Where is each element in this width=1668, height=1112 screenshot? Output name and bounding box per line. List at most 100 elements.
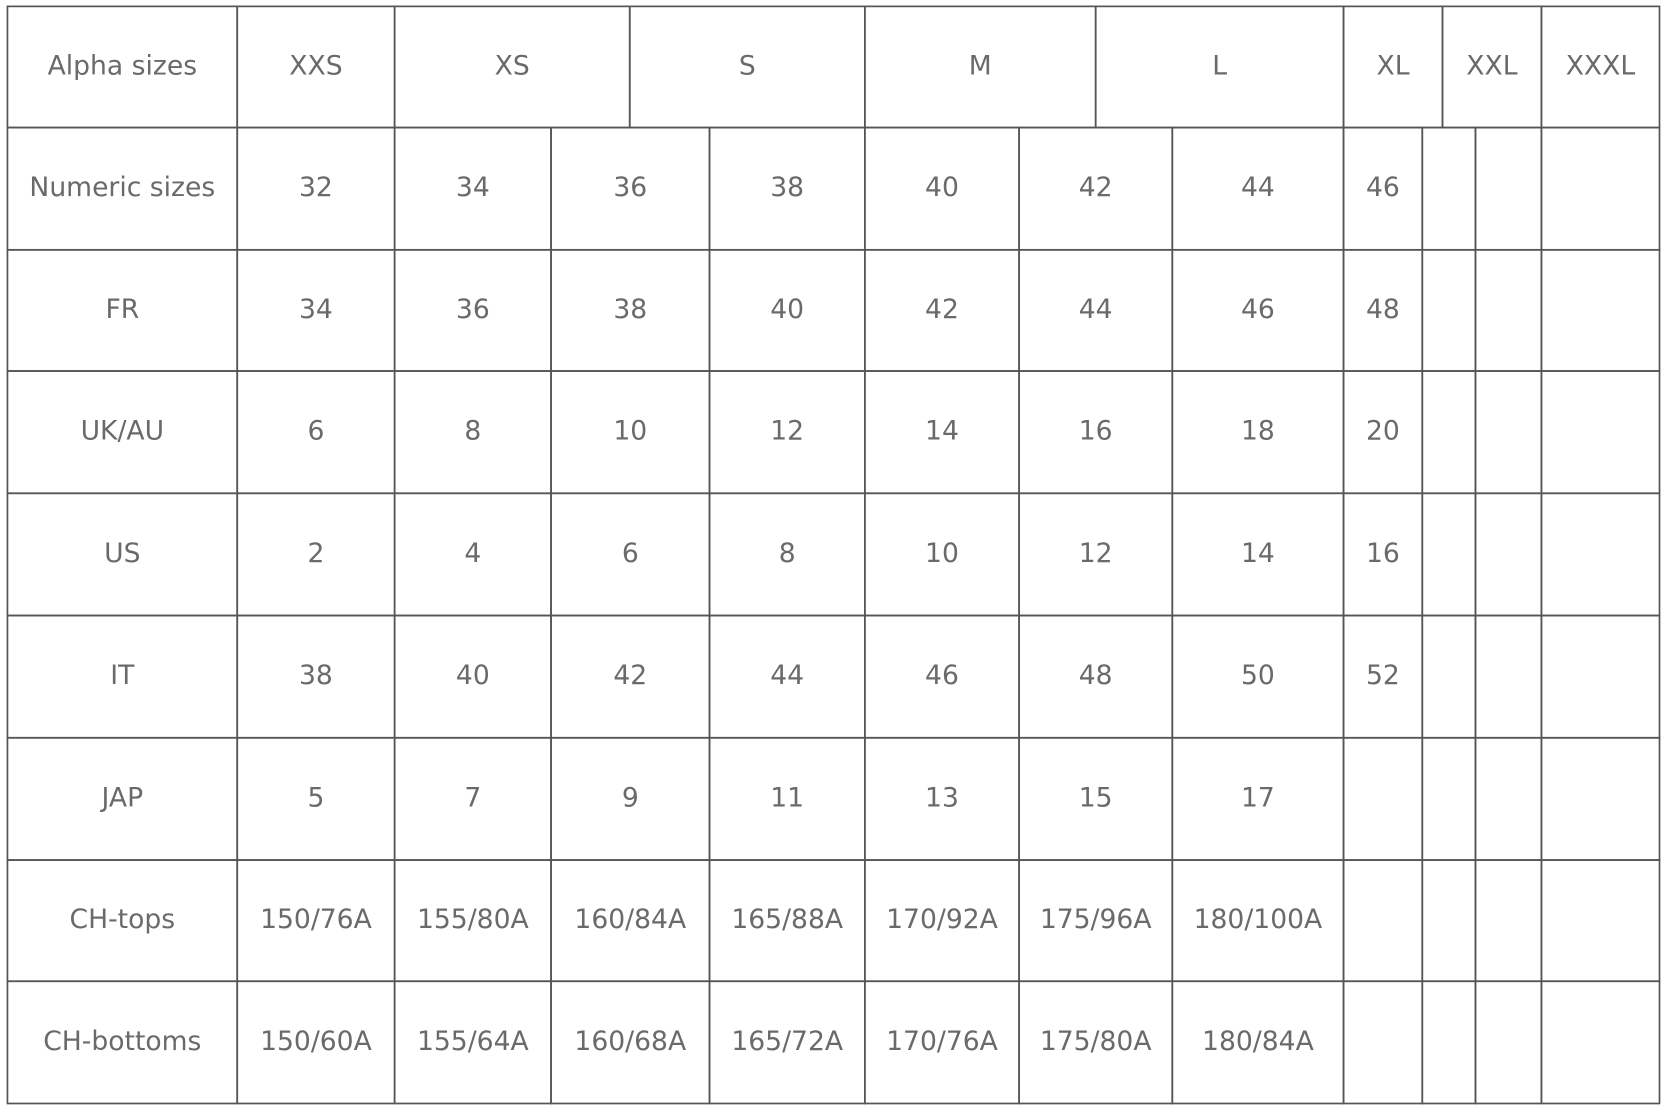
size-value: 44 [1079, 294, 1113, 325]
size-value: 42 [1079, 172, 1113, 203]
row-label: Numeric sizes [29, 172, 215, 203]
size-value: 40 [456, 660, 490, 691]
table-cell [1540, 980, 1661, 1105]
table-cell [1474, 126, 1543, 251]
size-value: 165/72A [731, 1026, 843, 1057]
row-label: UK/AU [81, 416, 165, 447]
size-value: 32 [299, 172, 333, 203]
table-cell [1421, 736, 1477, 861]
size-value: 46 [1366, 172, 1400, 203]
size-value: 8 [464, 416, 481, 447]
table-cell [1540, 736, 1661, 861]
size-value: 16 [1079, 416, 1113, 447]
size-value: 155/80A [417, 904, 529, 935]
size-value: 40 [770, 294, 804, 325]
size-value: 2 [307, 538, 324, 569]
alpha-size: XS [495, 50, 530, 81]
size-value: 150/76A [260, 904, 372, 935]
table-cell [1540, 859, 1661, 983]
table-cell [1421, 492, 1477, 617]
table-cell [1421, 126, 1477, 251]
size-value: 10 [925, 538, 959, 569]
table-cell [1474, 614, 1543, 739]
table-cell [1421, 370, 1477, 495]
size-value: 46 [925, 660, 959, 691]
alpha-size: XXS [289, 50, 342, 81]
table-cell [1474, 492, 1543, 617]
table-cell [1474, 248, 1543, 372]
size-value: 7 [464, 782, 481, 813]
size-value: 170/76A [886, 1026, 998, 1057]
size-value: 15 [1079, 782, 1113, 813]
size-value: 42 [925, 294, 959, 325]
size-value: 170/92A [886, 904, 998, 935]
table-cell [1540, 248, 1661, 372]
size-value: 6 [622, 538, 639, 569]
size-value: 175/80A [1040, 1026, 1152, 1057]
row-label: Alpha sizes [48, 50, 197, 81]
alpha-size: XL [1377, 50, 1410, 81]
alpha-size: M [969, 50, 992, 81]
table-cell [1342, 980, 1424, 1105]
size-value: 44 [770, 660, 804, 691]
row-label: IT [110, 660, 135, 691]
table-cell [1421, 248, 1477, 372]
size-value: 10 [613, 416, 647, 447]
size-value: 38 [770, 172, 804, 203]
size-value: 180/84A [1202, 1026, 1314, 1057]
alpha-size: S [739, 50, 756, 81]
size-value: 13 [925, 782, 959, 813]
size-value: 44 [1241, 172, 1275, 203]
row-label: US [104, 538, 140, 569]
alpha-size: XXL [1466, 50, 1517, 81]
row-label: CH-bottoms [43, 1026, 201, 1057]
size-value: 36 [613, 172, 647, 203]
size-value: 46 [1241, 294, 1275, 325]
table-cell [1540, 614, 1661, 739]
table-cell [1474, 859, 1543, 983]
size-value: 34 [456, 172, 490, 203]
size-value: 42 [613, 660, 647, 691]
size-value: 180/100A [1194, 904, 1323, 935]
row-label: CH-tops [70, 904, 176, 935]
size-value: 16 [1366, 538, 1400, 569]
alpha-size: XXXL [1566, 50, 1636, 81]
table-cell [1474, 980, 1543, 1105]
table-cell [1342, 859, 1424, 983]
size-value: 38 [613, 294, 647, 325]
table-cell [1342, 736, 1424, 861]
size-value: 9 [622, 782, 639, 813]
size-value: 12 [1079, 538, 1113, 569]
size-value: 160/68A [574, 1026, 686, 1057]
size-value: 48 [1079, 660, 1113, 691]
row-label: JAP [100, 782, 144, 813]
size-value: 52 [1366, 660, 1400, 691]
size-value: 5 [307, 782, 324, 813]
size-value: 50 [1241, 660, 1275, 691]
size-value: 20 [1366, 416, 1400, 447]
table-cell [1421, 980, 1477, 1105]
size-value: 38 [299, 660, 333, 691]
table-cell [1474, 736, 1543, 861]
size-value: 165/88A [731, 904, 843, 935]
table-cell [1540, 370, 1661, 495]
size-value: 8 [779, 538, 796, 569]
alpha-size: L [1212, 50, 1227, 81]
table-cell [1540, 492, 1661, 617]
size-value: 34 [299, 294, 333, 325]
size-value: 17 [1241, 782, 1275, 813]
table-cell [1421, 614, 1477, 739]
size-value: 4 [464, 538, 481, 569]
row-label: FR [105, 294, 139, 325]
size-value: 6 [307, 416, 324, 447]
table-cell [1540, 126, 1661, 251]
table-cell [1421, 859, 1477, 983]
size-value: 18 [1241, 416, 1275, 447]
size-value: 150/60A [260, 1026, 372, 1057]
size-value: 155/64A [417, 1026, 529, 1057]
size-value: 12 [770, 416, 804, 447]
size-value: 160/84A [574, 904, 686, 935]
size-value: 14 [925, 416, 959, 447]
